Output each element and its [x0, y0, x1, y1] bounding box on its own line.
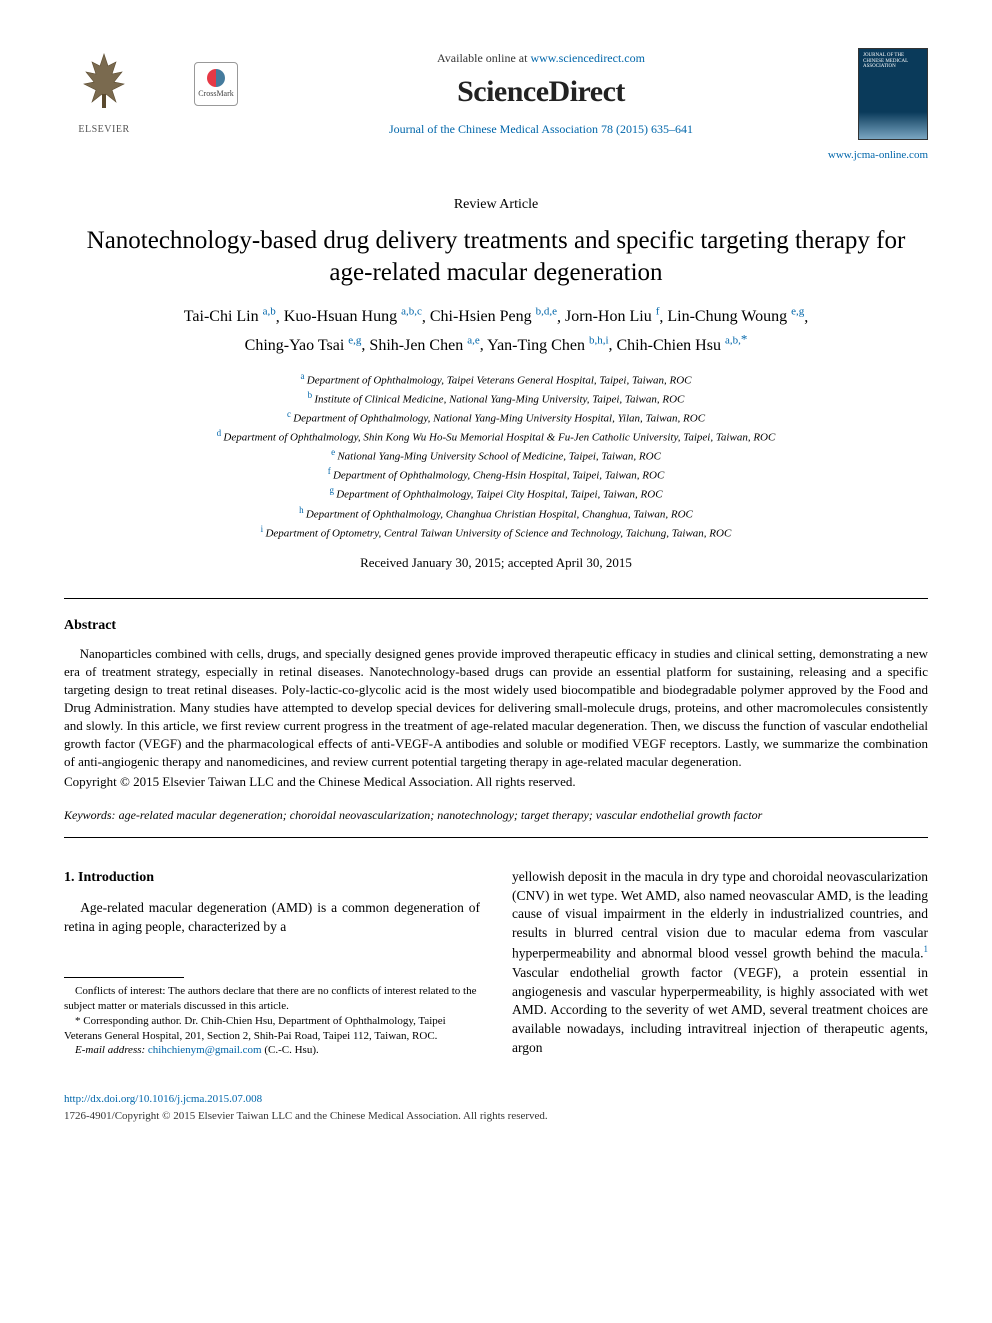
intro-paragraph-left: Age-related macular degeneration (AMD) i… [64, 899, 480, 937]
author: Ching-Yao Tsai e,g [245, 337, 362, 354]
issn-copyright: 1726-4901/Copyright © 2015 Elsevier Taiw… [64, 1109, 928, 1124]
affiliation-sup: a [301, 371, 307, 381]
affiliation: i Department of Optometry, Central Taiwa… [64, 523, 928, 542]
author-affiliation-sup: a,b [263, 306, 276, 318]
journal-cover-text: JOURNAL OF THE CHINESE MEDICAL ASSOCIATI… [859, 49, 927, 74]
column-left: 1. Introduction Age-related macular dege… [64, 868, 480, 1059]
crossmark-icon [207, 69, 225, 87]
article-type: Review Article [64, 196, 928, 215]
footnotes: Conflicts of interest: The authors decla… [64, 984, 480, 1058]
journal-reference[interactable]: Journal of the Chinese Medical Associati… [264, 121, 818, 137]
author: Jorn-Hon Liu f [565, 308, 659, 325]
elsevier-tree-icon [72, 48, 136, 112]
author-affiliation-sup: a,b,c [401, 306, 422, 318]
section-1-heading: 1. Introduction [64, 868, 480, 888]
bottom-meta: http://dx.doi.org/10.1016/j.jcma.2015.07… [64, 1092, 928, 1124]
author: Chih-Chien Hsu a,b,* [617, 337, 748, 354]
elsevier-logo: ELSEVIER [64, 48, 144, 136]
citation-1[interactable]: 1 [924, 944, 929, 954]
affiliation-sup: e [331, 447, 337, 457]
abstract-copyright: Copyright © 2015 Elsevier Taiwan LLC and… [64, 773, 928, 791]
author: Shih-Jen Chen a,e [369, 337, 479, 354]
keywords-text: age-related macular degeneration; choroi… [116, 808, 763, 822]
author-affiliation-sup: e,g [791, 306, 804, 318]
header-center: Available online at www.sciencedirect.co… [264, 48, 818, 137]
keywords-line: Keywords: age-related macular degenerati… [64, 807, 928, 823]
affiliation: d Department of Ophthalmology, Shin Kong… [64, 427, 928, 446]
author-affiliation-sup: b,d,e [536, 306, 557, 318]
keywords-label: Keywords: [64, 808, 116, 822]
affiliation-list: a Department of Ophthalmology, Taipei Ve… [64, 370, 928, 542]
abstract-section: Abstract Nanoparticles combined with cel… [64, 617, 928, 791]
available-prefix: Available online at [437, 51, 530, 65]
affiliation-sup: c [287, 409, 293, 419]
affiliation-sup: g [329, 485, 336, 495]
elsevier-label: ELSEVIER [64, 123, 144, 137]
sciencedirect-brand: ScienceDirect [264, 72, 818, 113]
paper-header: ELSEVIER CrossMark Available online at w… [64, 48, 928, 178]
column-right: yellowish deposit in the macula in dry t… [512, 868, 928, 1059]
author-affiliation-sup: f [656, 306, 660, 318]
affiliation-sup: f [328, 466, 333, 476]
author: Tai-Chi Lin a,b [184, 308, 276, 325]
conflicts-of-interest: Conflicts of interest: The authors decla… [64, 984, 480, 1014]
corresponding-marker: * [741, 331, 748, 346]
affiliation: c Department of Ophthalmology, National … [64, 408, 928, 427]
sciencedirect-url[interactable]: www.sciencedirect.com [530, 51, 645, 65]
affiliation-sup: b [308, 390, 315, 400]
abstract-heading: Abstract [64, 617, 928, 636]
author-affiliation-sup: a,e [467, 334, 480, 346]
affiliation-sup: h [299, 505, 306, 515]
affiliation: b Institute of Clinical Medicine, Nation… [64, 389, 928, 408]
author-affiliation-sup: b,h,i [589, 334, 609, 346]
affiliation-sup: i [261, 524, 266, 534]
email-suffix: (C.-C. Hsu). [262, 1044, 319, 1056]
corresponding-email[interactable]: chihchienym@gmail.com [148, 1044, 262, 1056]
journal-cover-thumbnail[interactable]: JOURNAL OF THE CHINESE MEDICAL ASSOCIATI… [858, 48, 928, 140]
crossmark-label: CrossMark [198, 89, 234, 98]
body-columns: 1. Introduction Age-related macular dege… [64, 868, 928, 1059]
author: Lin-Chung Woung e,g [667, 308, 804, 325]
received-accepted-dates: Received January 30, 2015; accepted Apri… [64, 554, 928, 572]
crossmark-badge[interactable]: CrossMark [194, 62, 238, 106]
affiliation: a Department of Ophthalmology, Taipei Ve… [64, 370, 928, 389]
author-affiliation-sup: a,b, [725, 334, 741, 346]
corresponding-author: * Corresponding author. Dr. Chih-Chien H… [64, 1014, 480, 1044]
available-online-line: Available online at www.sciencedirect.co… [264, 50, 818, 66]
rule-bottom [64, 837, 928, 838]
rule-top [64, 598, 928, 599]
author-list: Tai-Chi Lin a,b, Kuo-Hsuan Hung a,b,c, C… [64, 304, 928, 358]
footnote-rule [64, 977, 184, 978]
jcma-online-link[interactable]: www.jcma-online.com [828, 148, 928, 163]
affiliation: f Department of Ophthalmology, Cheng-Hsi… [64, 465, 928, 484]
author: Chi-Hsien Peng b,d,e [430, 308, 557, 325]
affiliation: h Department of Ophthalmology, Changhua … [64, 504, 928, 523]
affiliation: e National Yang-Ming University School o… [64, 446, 928, 465]
author: Kuo-Hsuan Hung a,b,c [284, 308, 422, 325]
intro-paragraph-right: yellowish deposit in the macula in dry t… [512, 868, 928, 1058]
article-title: Nanotechnology-based drug delivery treat… [84, 225, 908, 290]
abstract-body: Nanoparticles combined with cells, drugs… [64, 645, 928, 771]
affiliation-sup: d [217, 428, 224, 438]
doi-link[interactable]: http://dx.doi.org/10.1016/j.jcma.2015.07… [64, 1092, 928, 1107]
email-label: E-mail address: [75, 1044, 148, 1056]
author: Yan-Ting Chen b,h,i [487, 337, 608, 354]
author-affiliation-sup: e,g [348, 334, 361, 346]
affiliation: g Department of Ophthalmology, Taipei Ci… [64, 484, 928, 503]
email-line: E-mail address: chihchienym@gmail.com (C… [64, 1043, 480, 1058]
